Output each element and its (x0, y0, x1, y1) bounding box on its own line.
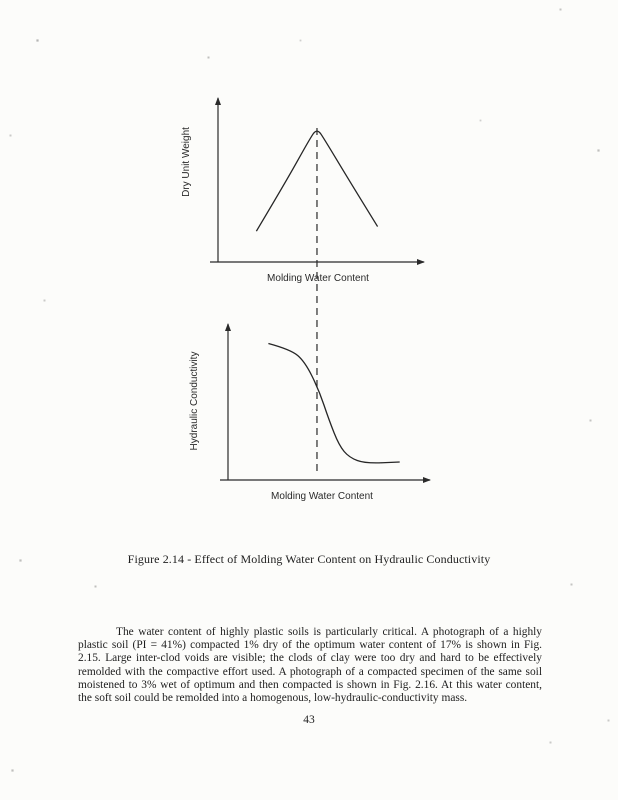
page-number: 43 (303, 714, 315, 726)
body-paragraph: The water content of highly plastic soil… (78, 626, 542, 705)
bottom-chart-axes (220, 323, 431, 483)
bottom-chart-y-axis-label: Hydraulic Conductivity (189, 352, 200, 451)
figure-2-14-charts: Dry Unit Weight Molding Water Content Hy… (181, 97, 431, 502)
top-chart-x-axis-label: Molding Water Content (267, 273, 369, 284)
hydraulic-conductivity-curve (268, 342, 400, 464)
bottom-chart-x-axis-label: Molding Water Content (271, 491, 373, 502)
figure-caption: Figure 2.14 - Effect of Molding Water Co… (127, 552, 491, 566)
compaction-curve (255, 130, 379, 232)
top-chart-y-axis-label: Dry Unit Weight (181, 127, 192, 197)
